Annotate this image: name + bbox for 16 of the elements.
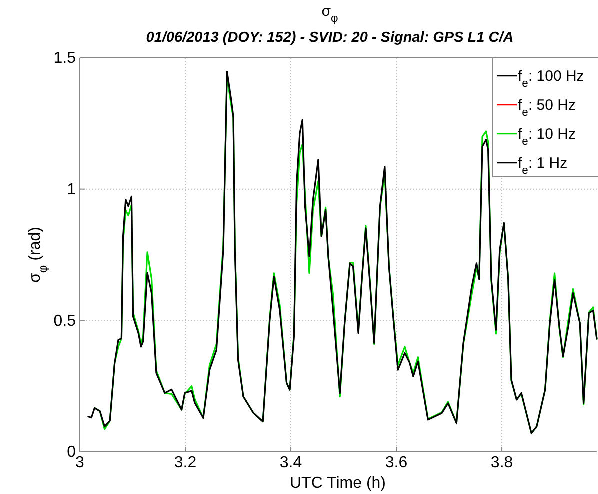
y-tick-label: 1.5: [54, 50, 76, 68]
x-tick-label: 3.8: [490, 454, 514, 472]
x-tick-label: 3.4: [280, 454, 302, 472]
legend-label: f$_{e}$: 100 Hz: [518, 68, 584, 90]
y-tick-label: 1: [67, 181, 76, 198]
y-tick-label: 0.5: [54, 312, 76, 330]
legend-label: f$_{e}$: 1 Hz: [518, 155, 568, 177]
x-axis-title: UTC Time (h): [290, 475, 386, 492]
x-tick-label: 3.2: [174, 454, 197, 472]
chart-title: σ$_{φ}$: [322, 3, 338, 25]
x-tick-label: 3: [76, 454, 85, 472]
x-tick-label: 3.6: [385, 454, 408, 472]
y-tick-label: 0: [67, 444, 76, 462]
legend-label: f$_{e}$: 10 Hz: [518, 126, 576, 148]
legend-label: f$_{e}$: 50 Hz: [518, 97, 576, 119]
chart-subtitle: 01/06/2013 (DOY: 152) - SVID: 20 - Signal: GPS L1 C/A: [146, 30, 514, 46]
